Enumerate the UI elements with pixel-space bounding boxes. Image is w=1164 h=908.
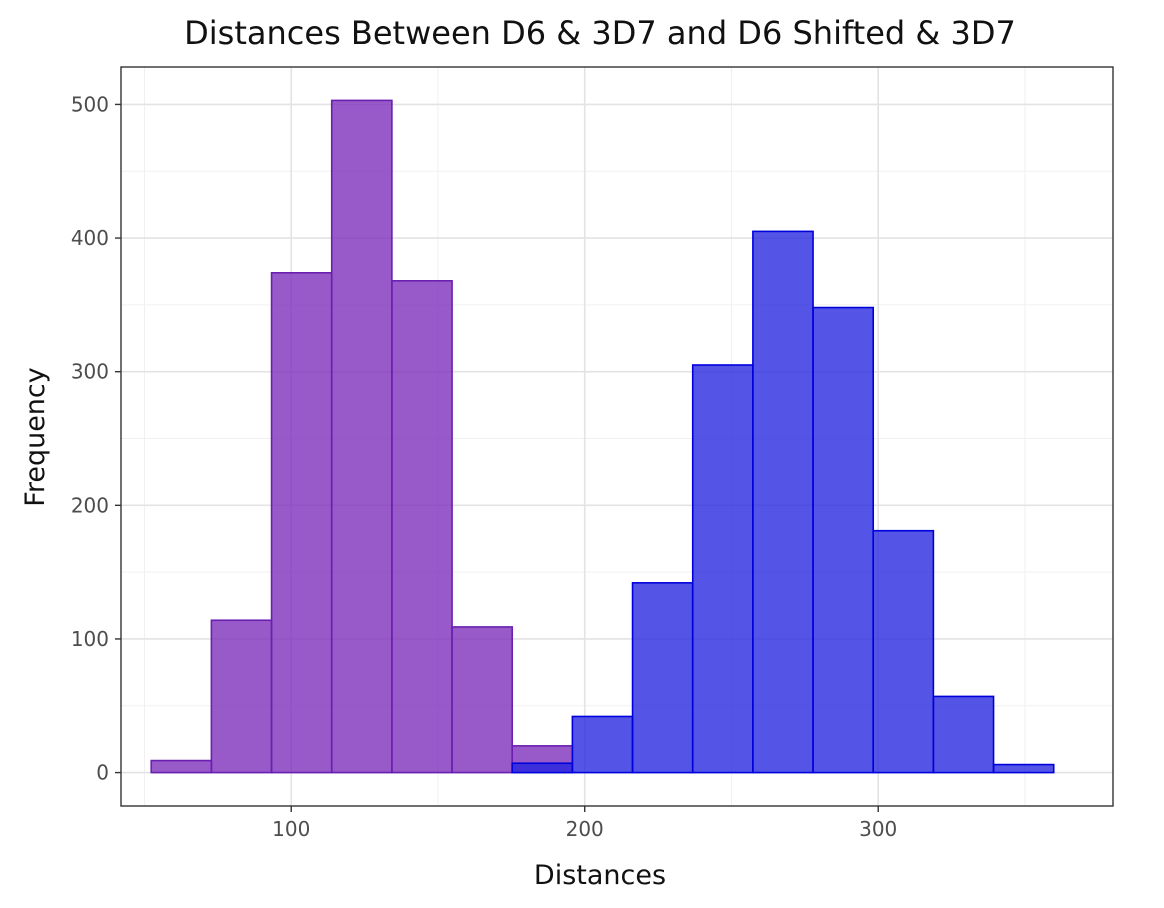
y-axis-title: Frequency	[20, 367, 51, 507]
y-tick-label: 500	[71, 92, 109, 116]
tick-labels-layer: 100 200 300 0 100 200 300 400 500	[71, 92, 897, 841]
y-tick-label: 200	[71, 493, 109, 517]
x-axis-title: Distances	[534, 860, 666, 891]
x-tick-label: 300	[859, 817, 897, 841]
ticks-layer	[115, 103, 879, 812]
histogram-bar-series-2-bin-7	[872, 529, 935, 774]
x-tick-label: 100	[272, 817, 310, 841]
histogram-bar-series-2-bin-9	[992, 763, 1055, 774]
y-tick-label: 400	[71, 226, 109, 250]
histogram-bar-series-1-bin-2	[210, 619, 273, 774]
y-tick-label: 300	[71, 360, 109, 384]
x-tick-label: 200	[566, 817, 604, 841]
y-tick-label: 100	[71, 627, 109, 651]
histogram-bar-series-2-bin-2	[571, 715, 634, 774]
bars-layer	[150, 99, 1055, 774]
histogram-bar-series-1-bin-5	[391, 280, 453, 774]
histogram-bar-series-1-bin-6	[451, 626, 514, 774]
histogram-bar-series-2-bin-4	[691, 364, 754, 774]
histogram-bar-series-1-bin-3	[270, 271, 333, 774]
histogram-bar-series-1-bin-1	[150, 759, 213, 774]
panel-border	[120, 66, 1114, 807]
histogram-bar-series-2-bin-3	[631, 582, 694, 774]
y-tick-label: 0	[96, 761, 109, 785]
histogram-bar-series-2-bin-8	[932, 695, 995, 774]
histogram-bar-series-2-bin-6	[812, 306, 875, 774]
histogram-bar-series-1-bin-4	[330, 99, 393, 774]
chart-title: Distances Between D6 & 3D7 and D6 Shifte…	[184, 14, 1016, 52]
histogram-bar-series-2-bin-5	[752, 230, 814, 774]
histogram-bar-series-2-bin-1	[511, 762, 574, 774]
